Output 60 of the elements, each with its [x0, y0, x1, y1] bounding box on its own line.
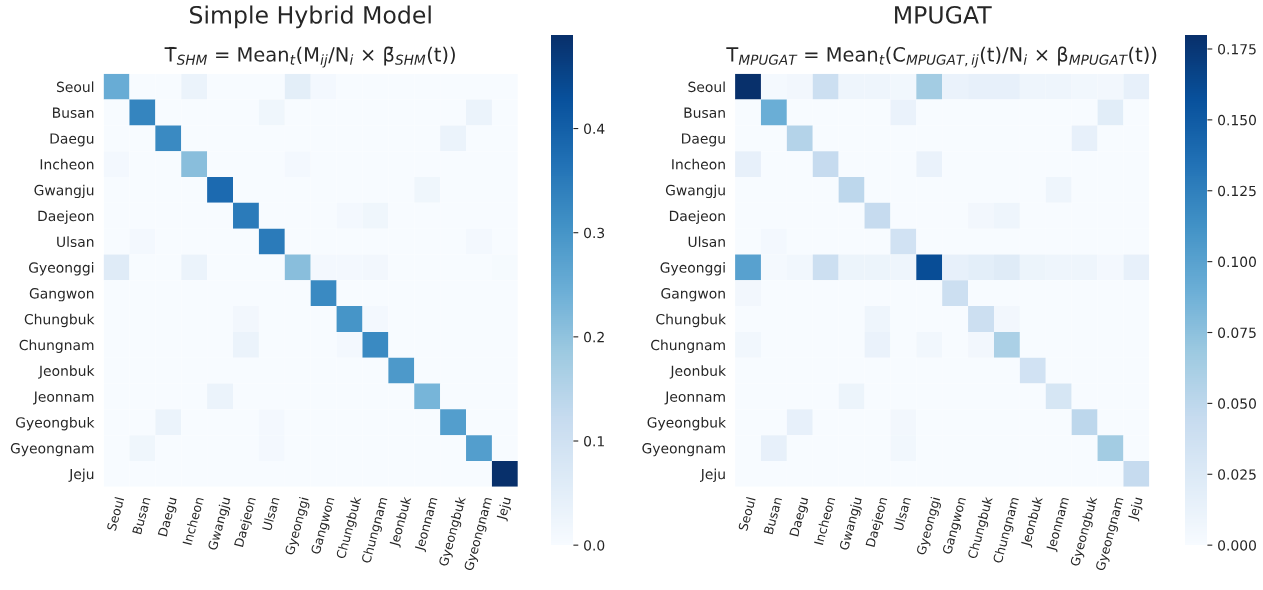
x-tick-label: Seoul — [106, 496, 125, 531]
x-tick-label: Daegu — [789, 496, 811, 538]
y-tick-label: Gwangju — [34, 184, 94, 199]
y-tick-label: Jeonbuk — [669, 365, 726, 379]
y-tick-label: Ulsan — [688, 236, 725, 248]
y-tick-label: Chungnam — [651, 339, 725, 353]
color-bar-label: 0.2 — [584, 331, 604, 343]
y-tick-label: Gwangju — [665, 184, 725, 199]
color-bar-label: 0.000 — [1218, 540, 1256, 551]
y-tick-label: Gyeongbuk — [16, 416, 95, 431]
x-tick-label: Jeju — [1127, 496, 1145, 522]
y-tick-label: Gyeonggi — [660, 262, 725, 276]
y-tick-label: Daejeon — [669, 210, 725, 224]
y-tick-label: Gangwon — [661, 288, 725, 302]
y-tick-label: Gyeongnam — [642, 443, 725, 457]
x-tick-label: Busan — [763, 496, 783, 535]
y-tick-label: Gyeonggi — [29, 262, 94, 276]
color-bar-label: 0.0 — [584, 540, 605, 551]
y-tick-label: Jeonbuk — [38, 365, 95, 379]
color-bar-label: 0.075 — [1218, 327, 1256, 338]
y-tick-label: Daejeon — [38, 210, 94, 224]
y-tick-label: Busan — [53, 107, 94, 118]
y-tick-label: Busan — [684, 107, 725, 118]
y-tick-label: Incheon — [672, 158, 725, 170]
y-tick-label: Ulsan — [57, 236, 94, 248]
y-tick-label: Gyeongbuk — [647, 416, 726, 431]
color-bar-label: 0.025 — [1218, 469, 1256, 480]
x-tick-label: Jeju — [495, 496, 514, 522]
y-tick-label: Jeonnam — [664, 391, 725, 405]
x-tick-label: Daegu — [157, 496, 180, 538]
color-bar-label: 0.150 — [1218, 114, 1256, 126]
y-tick-label: Incheon — [40, 158, 94, 170]
chart-title: Simple Hybrid Model — [190, 5, 431, 29]
x-tick-label: Incheon — [813, 496, 836, 546]
y-tick-label: Seoul — [688, 81, 725, 93]
color-bar-label: 0.4 — [584, 123, 605, 135]
text: T$_{MPUGAT}$ = Mean$_{t}$(C$_{MPUGAT,ij}$(t)/N$_{i}$ × β$_{MPUGAT}$(t)) — [726, 46, 1157, 68]
color-bar-label: 0.1 — [584, 435, 604, 447]
y-tick-label: Gangwon — [29, 288, 94, 302]
x-tick-label: Seoul — [737, 496, 756, 531]
text: T̄$_{SHM}$ = Mean$_{t}$(M$_{ij}$/N$_{i}$ × β̄$_{SHM}$(t)) — [164, 46, 455, 68]
color-bar-label: 0.050 — [1218, 398, 1256, 409]
x-tick-label: Busan — [132, 496, 151, 535]
y-tick-label: Chungnam — [19, 339, 94, 353]
x-tick-label: Ulsan — [893, 496, 912, 531]
y-tick-label: Seoul — [56, 81, 94, 93]
color-bar-label: 0.125 — [1218, 185, 1256, 197]
y-tick-label: Daegu — [682, 133, 725, 147]
y-tick-label: Daegu — [50, 133, 94, 147]
color-bar-label: 0.100 — [1218, 256, 1256, 268]
y-tick-label: Chungbuk — [24, 313, 95, 328]
y-tick-label: Chungbuk — [656, 313, 726, 328]
color-bar-label: 0.175 — [1218, 43, 1256, 55]
y-tick-label: Jeju — [68, 468, 94, 483]
chart-title: MPUGAT — [895, 5, 992, 24]
y-tick-label: Jeonnam — [33, 391, 94, 405]
x-tick-label: Ulsan — [261, 496, 280, 531]
y-tick-label: Gyeongnam — [10, 443, 94, 457]
y-tick-label: Jeju — [700, 468, 725, 483]
color-bar-label: 0.3 — [584, 227, 605, 239]
